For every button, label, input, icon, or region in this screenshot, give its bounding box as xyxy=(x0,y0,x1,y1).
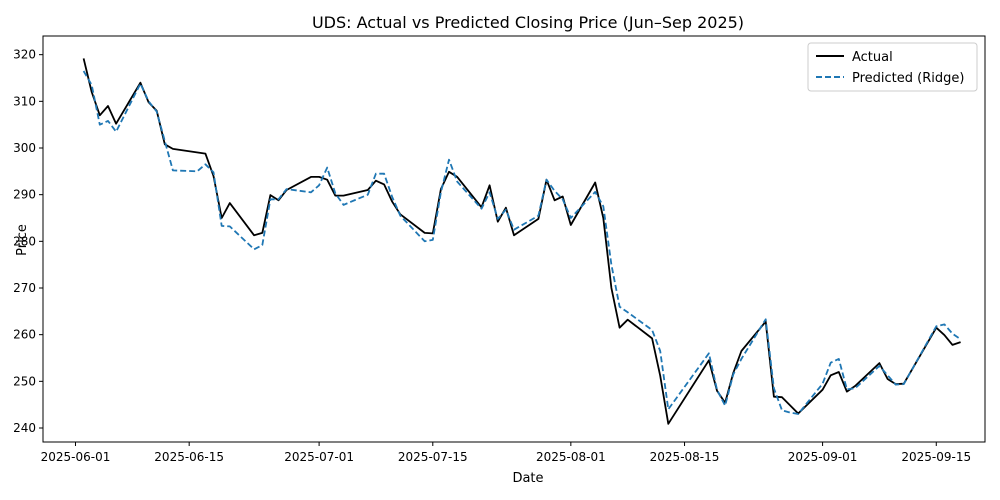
y-tick-label: 260 xyxy=(13,328,36,342)
y-tick-label: 280 xyxy=(13,234,36,248)
y-tick-label: 250 xyxy=(13,374,36,388)
x-axis-label: Date xyxy=(512,471,543,486)
x-tick-label: 2025-06-15 xyxy=(154,450,224,464)
y-tick-label: 290 xyxy=(13,188,36,202)
series-line-predicted xyxy=(82,70,962,415)
legend-box xyxy=(807,42,978,92)
x-tick-label: 2025-07-15 xyxy=(398,450,468,464)
y-tick-label: 320 xyxy=(13,48,36,62)
x-tick-label: 2025-06-01 xyxy=(41,450,111,464)
x-tick-label: 2025-09-15 xyxy=(901,450,971,464)
x-tick-label: 2025-07-01 xyxy=(284,450,354,464)
x-tick-label: 2025-08-01 xyxy=(536,450,606,464)
y-tick-label: 240 xyxy=(13,421,36,435)
legend: Actual Predicted (Ridge) xyxy=(807,42,978,92)
legend-label-actual: Actual xyxy=(852,50,893,65)
series-layer xyxy=(82,58,962,425)
x-tick-label: 2025-08-15 xyxy=(650,450,720,464)
y-axis-label: Price xyxy=(15,224,30,256)
y-tick-label: 310 xyxy=(13,94,36,108)
y-tick-label: 270 xyxy=(13,281,36,295)
x-tick-label: 2025-09-01 xyxy=(788,450,858,464)
x-axis: 2025-06-01 2025-06-15 2025-07-01 2025-07-15… xyxy=(41,442,971,464)
chart-title: UDS: Actual vs Predicted Closing Price (… xyxy=(312,13,744,32)
y-tick-label: 300 xyxy=(13,141,36,155)
y-axis: 240 250 260 270 280 290 300 310 320 xyxy=(13,48,43,435)
plot-frame xyxy=(42,35,986,443)
series-line-actual xyxy=(82,58,961,425)
legend-label-predicted: Predicted (Ridge) xyxy=(852,71,964,86)
